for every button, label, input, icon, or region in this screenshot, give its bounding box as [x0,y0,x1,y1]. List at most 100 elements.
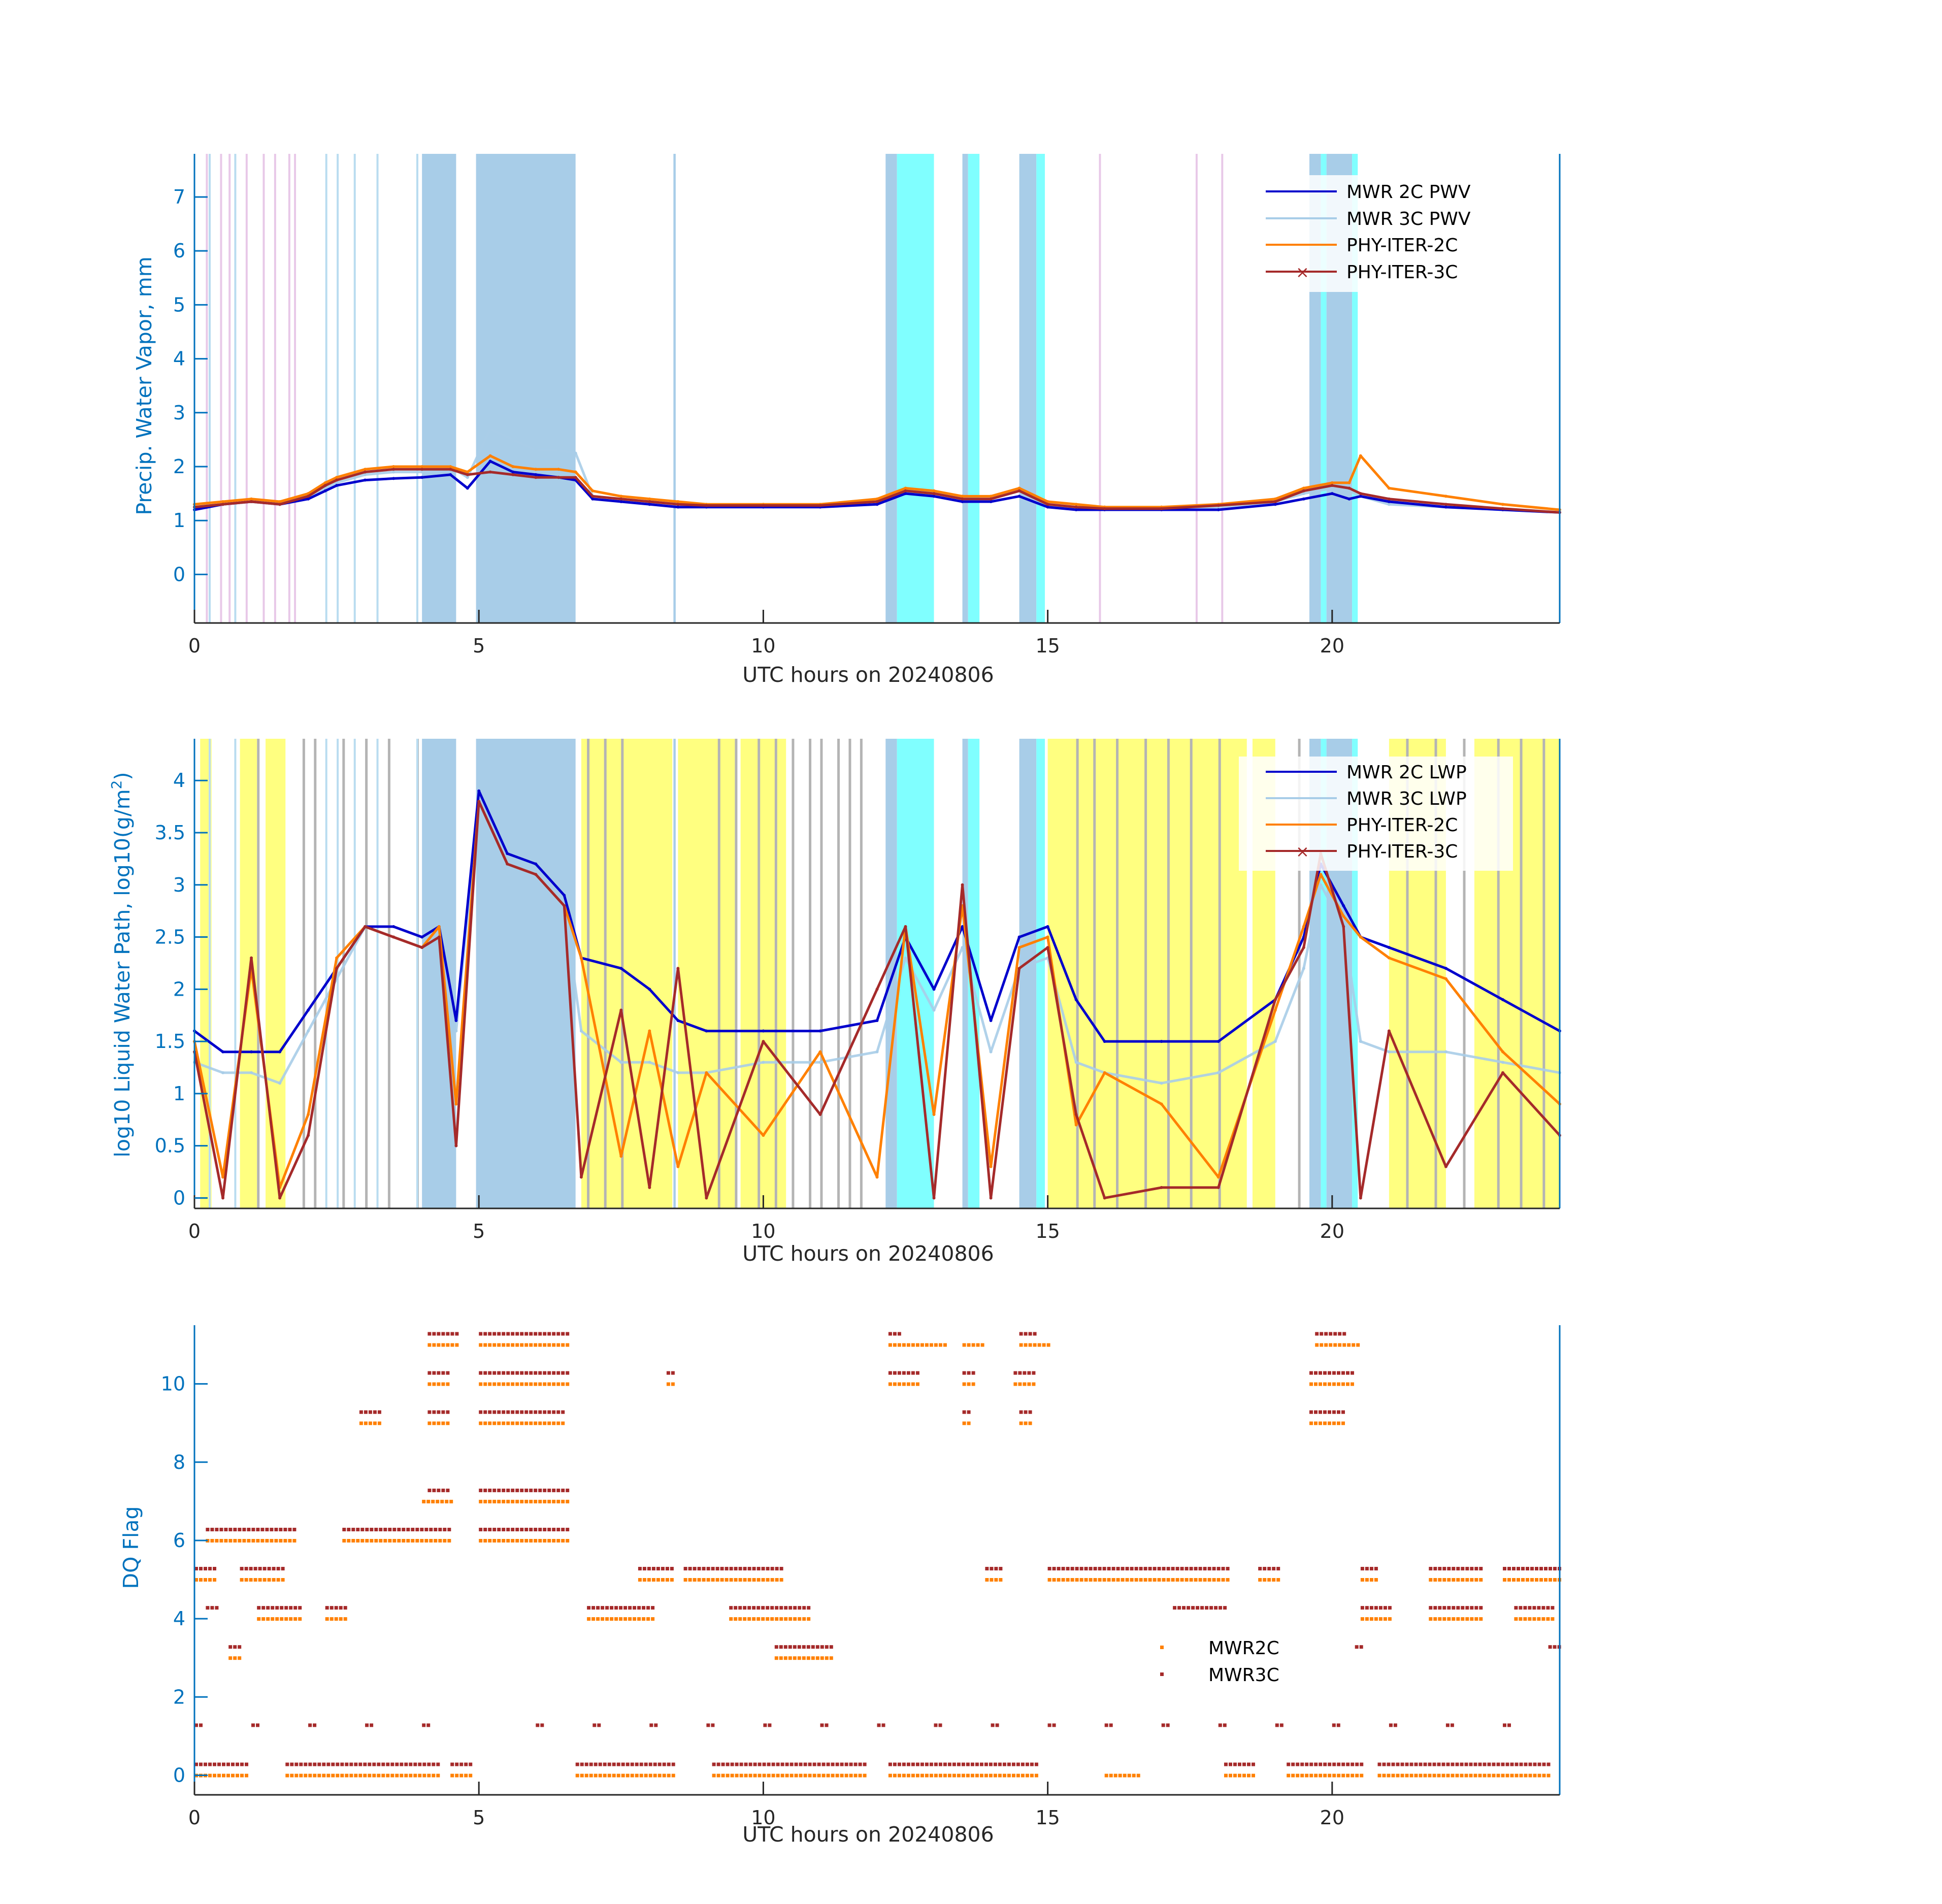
dq-point-MWR2C [226,1774,230,1778]
pwv-point-3 [466,473,469,476]
dq-point-MWR3C [534,1410,538,1414]
dq-xlabel: UTC hours on 20240806 [742,1822,994,1847]
dq-point-MWR3C [228,1528,233,1531]
pwv-point-1 [364,473,367,476]
dq-point-MWR2C [849,1774,853,1778]
lwp-point-0 [454,1019,458,1022]
dq-point-MWR2C [222,1774,225,1778]
dq-point-MWR2C [1116,1578,1120,1582]
dq-point-MWR2C [390,1774,394,1778]
dq-point-MWR3C [1079,1567,1083,1570]
dq-point-MWR3C [1175,1567,1179,1570]
dq-point-MWR3C [381,1762,385,1766]
dq-point-MWR2C [780,1774,784,1778]
dq-point-MWR2C [688,1578,692,1582]
pwv-point-0 [1046,505,1049,509]
dq-point-MWR3C [979,1762,983,1766]
dq-point-MWR2C [543,1499,547,1503]
pwv-point-0 [1017,495,1021,498]
dq-point-MWR3C [788,1645,792,1649]
pwv-cyan-span [1321,154,1327,623]
dq-point-MWR2C [283,1539,287,1542]
pwv-point-2 [1046,500,1049,504]
dq-point-MWR2C [1414,1774,1418,1778]
dq-point-MWR2C [483,1539,487,1542]
lwp-gray-line [621,739,624,1208]
lwp-point-0 [961,925,964,928]
dq-point-MWR2C [1537,1774,1541,1778]
dq-point-MWR2C [1013,1382,1017,1386]
dq-point-MWR3C [1515,1762,1519,1766]
dq-point-MWR3C [1507,1567,1511,1570]
lwp-point-3 [1046,946,1049,949]
dq-point-MWR3C [734,1606,738,1610]
dq-point-MWR3C [752,1606,756,1610]
dq-point-MWR3C [1324,1332,1328,1336]
pwv-point-3 [534,476,538,479]
dq-point-MWR2C [863,1774,867,1778]
dq-point-MWR2C [208,1578,212,1582]
pwv-y-tick-label: 2 [173,455,185,478]
dq-point-MWR2C [1121,1578,1125,1582]
pwv-blue-span [962,154,968,623]
pwv-series-group [193,427,1561,514]
dq-point-MWR2C [363,1774,367,1778]
dq-point-MWR3C [1479,1606,1483,1610]
dq-point-MWR2C [1452,1578,1456,1582]
dq-point-MWR3C [1173,1606,1177,1610]
pwv-point-3 [1359,492,1362,496]
lwp-point-2 [619,1155,623,1158]
dq-point-MWR2C [735,1774,739,1778]
dq-point-MWR3C [194,1762,198,1766]
dq-point-MWR3C [906,1371,910,1375]
dq-point-MWR2C [747,1578,751,1582]
dq-point-MWR2C [1233,1774,1237,1778]
lwp-point-2 [1074,1123,1078,1127]
dq-point-MWR2C [1314,1382,1318,1386]
dq-point-MWR2C [288,1539,292,1542]
lwp-point-0 [1103,1040,1106,1043]
dq-point-MWR3C [265,1528,269,1531]
dq-point-MWR2C [1267,1578,1271,1582]
dq-point-MWR3C [962,1410,966,1414]
dq-point-MWR2C [492,1499,497,1503]
dq-point-MWR2C [1405,1774,1409,1778]
dq-point-MWR2C [607,1774,611,1778]
dq-point-MWR2C [1387,1774,1391,1778]
dq-y-tick-label: 2 [173,1686,185,1708]
dq-point-MWR3C [561,1410,565,1414]
lwp-point-0 [477,789,481,793]
dq-point-MWR2C [1492,1774,1496,1778]
dq-point-MWR2C [962,1421,966,1425]
dq-point-MWR3C [538,1371,542,1375]
pwv-point-0 [1347,497,1351,501]
dq-point-MWR3C [226,1762,230,1766]
dq-point-MWR2C [1212,1578,1216,1582]
pwv-point-2 [1017,486,1021,490]
dq-point-MWR2C [488,1382,492,1386]
lwp-point-2 [1273,1008,1277,1012]
dq-point-MWR3C [1098,1567,1102,1570]
dq-point-MWR3C [893,1762,897,1766]
pwv-point-3 [1330,484,1334,487]
dq-point-MWR3C [1166,1723,1170,1727]
dq-point-MWR3C [253,1567,257,1570]
dq-point-MWR2C [797,1656,801,1660]
dq-point-MWR3C [844,1762,848,1766]
dq-point-MWR2C [1521,1578,1525,1582]
dq-point-MWR3C [1218,1723,1222,1727]
dq-point-MWR3C [427,1371,432,1375]
dq-point-MWR2C [438,1539,442,1542]
lwp-gray-line [1542,739,1545,1208]
dq-point-MWR3C [821,1762,826,1766]
dq-point-MWR3C [524,1528,529,1531]
pwv-point-0 [323,489,327,493]
dq-point-MWR2C [584,1774,588,1778]
dq-point-MWR3C [817,1762,821,1766]
dq-point-MWR3C [1377,1762,1381,1766]
dq-point-MWR3C [1346,1371,1349,1375]
dq-point-MWR2C [529,1539,533,1542]
dq-point-MWR3C [1047,1723,1051,1727]
dq-point-MWR3C [447,1528,451,1531]
dq-point-MWR3C [1328,1410,1331,1414]
